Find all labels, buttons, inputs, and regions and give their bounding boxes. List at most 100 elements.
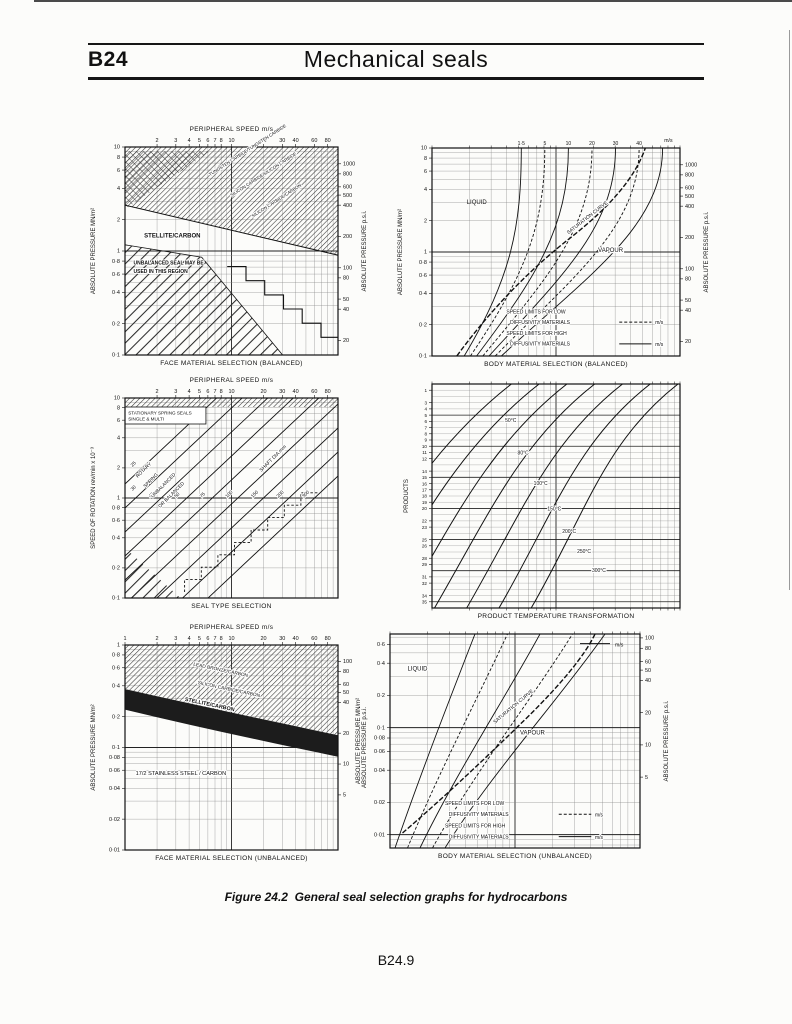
tick-label: 1 — [424, 388, 427, 393]
tick-label: 20 — [343, 731, 349, 737]
axis-title: ABSOLUTE PRESSURE MN/m² — [91, 704, 97, 790]
annotation-label: SATURATION CURVE — [566, 200, 610, 236]
tick-label: 100 — [645, 636, 654, 642]
tick-label: 10 — [645, 743, 651, 749]
chart-bottom-title: SEAL TYPE SELECTION — [191, 603, 271, 610]
tick-label: 16 — [422, 481, 428, 486]
tick-label: 60 — [343, 682, 349, 688]
tick-label: 0·1 — [112, 596, 120, 602]
tick-label: 4 — [424, 187, 427, 193]
curve-speed-label: 1·5 — [518, 141, 525, 147]
tick-label: 0·8 — [112, 505, 120, 511]
annotation-label: USED IN THIS REGION — [134, 269, 189, 275]
tick-label: 10 — [228, 138, 234, 144]
legend-label: SPEED LIMITS FOR LOW — [445, 801, 504, 807]
tick-label: 20 — [260, 636, 266, 642]
chart-body-unbalanced: SPEED LIMITS FOR LOW DIFFUSIVITY MATERIAL… — [356, 631, 670, 860]
annotation-label: SINGLE & MULTI — [128, 416, 164, 421]
tick-label: 0·1 — [419, 354, 427, 360]
tick-label: 8 — [424, 431, 427, 436]
curve-layer — [432, 384, 679, 608]
tick-label: 200 — [685, 235, 694, 241]
curve-speed-label: 40 — [636, 141, 642, 147]
tick-label: 5 — [343, 793, 346, 799]
region-layer — [125, 645, 338, 757]
legend-unit: m/s — [655, 320, 664, 326]
tick-label: 80 — [343, 669, 349, 675]
tick-label: 0·1 — [112, 353, 120, 359]
tick-label: 6 — [206, 138, 209, 144]
tick-label: 40 — [343, 307, 349, 313]
temperature-curve-label: 50°C — [505, 418, 517, 424]
tick-label: 0·08 — [109, 755, 120, 761]
curve-speed-label: 30 — [613, 141, 619, 147]
temperature-curve-label: 80°C — [518, 451, 530, 457]
tick-label: 0·4 — [112, 683, 120, 689]
tick-label: 34 — [422, 593, 428, 598]
tick-label: 40 — [293, 138, 299, 144]
tick-label: 0·2 — [112, 714, 120, 720]
tick-label: 40 — [293, 389, 299, 395]
tick-label: 5 — [198, 138, 201, 144]
chart-bottom-title: BODY MATERIAL SELECTION (BALANCED) — [484, 361, 628, 368]
tick-label: 0·4 — [419, 291, 427, 297]
tick-label: 800 — [343, 172, 352, 178]
legend-label: DIFFUSIVITY MATERIALS — [510, 342, 570, 348]
region-layer — [125, 398, 338, 598]
tick-label: 50 — [343, 690, 349, 696]
tick-label: 600 — [343, 185, 352, 191]
tick-label: 1 — [117, 643, 120, 649]
tick-label: 0·8 — [419, 260, 427, 266]
tick-label: 2 — [156, 636, 159, 642]
legend-label: SPEED LIMITS FOR HIGH — [506, 331, 567, 337]
annotation-label: SHAFT DIA mm — [258, 444, 287, 473]
tick-label: 14 — [422, 469, 428, 474]
tick-label: 0·08 — [374, 736, 385, 742]
chart-face-balanced: 2 3 4 5 6 7 8 10 20 30 40 60 8010864210·80·60·40·20·… — [91, 122, 368, 367]
tick-label: 0·01 — [109, 848, 120, 854]
tick-label: 600 — [685, 186, 694, 192]
tick-label: 60 — [311, 138, 317, 144]
tick-label: 40 — [293, 636, 299, 642]
tick-label: 0·4 — [112, 290, 120, 296]
tick-label: 80 — [645, 646, 651, 652]
axis-title: PRODUCTS — [404, 479, 410, 513]
tick-label: 30 — [279, 138, 285, 144]
tick-label: 800 — [685, 173, 694, 179]
tick-label: 7 — [213, 138, 216, 144]
tick-label: 0·8 — [112, 259, 120, 265]
tick-label: 4 — [117, 435, 120, 441]
tick-label: 10 — [114, 145, 120, 151]
tick-label: 500 — [343, 193, 352, 199]
plot-border — [389, 633, 641, 849]
tick-label: 35 — [422, 599, 428, 604]
tick-label: 80 — [343, 276, 349, 282]
tick-label: 8 — [424, 156, 427, 162]
tick-label: 18 — [422, 494, 428, 499]
tick-label: 30 — [279, 636, 285, 642]
tick-label: 100 — [343, 265, 352, 271]
axis-title: ABSOLUTE PRESSURE p.s.i. — [362, 210, 368, 291]
axis-ticks: 2 3 4 5 6 7 8 10 20 30 40 60 8010864210·80·60·40·20·… — [112, 138, 355, 359]
tick-label: 40 — [343, 700, 349, 706]
annotation-label: VAPOUR — [520, 731, 546, 737]
header-rule-bottom — [88, 77, 704, 80]
tick-label: 20 — [343, 338, 349, 344]
tick-label: 8 — [220, 138, 223, 144]
curve-layer — [456, 148, 664, 356]
tick-label: 0·04 — [374, 768, 385, 774]
legend-label: DIFFUSIVITY MATERIALS — [449, 812, 509, 818]
tick-label: 20 — [645, 710, 651, 716]
tick-label: 5 — [645, 775, 648, 781]
tick-label: 2 — [117, 466, 120, 472]
tick-label: 80 — [685, 277, 691, 283]
tick-label: 8 — [117, 155, 120, 161]
tick-label: 8 — [220, 389, 223, 395]
annotations: LIQUID VAPOUR SATURATION CURVE m/s — [406, 642, 624, 737]
axis-title: ABSOLUTE PRESSURE MN/m² — [398, 209, 404, 295]
tick-label: 2 — [156, 389, 159, 395]
tick-label: 0·6 — [112, 272, 120, 278]
tick-label: 15 — [422, 475, 428, 480]
tick-label: 1 — [117, 249, 120, 255]
